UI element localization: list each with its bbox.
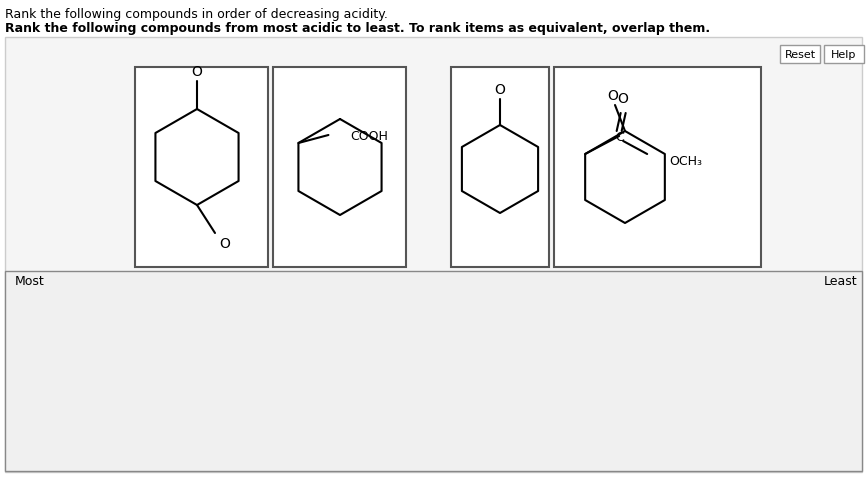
Bar xyxy=(780,46,820,64)
Bar xyxy=(824,46,864,64)
Text: OCH₃: OCH₃ xyxy=(669,154,702,167)
Bar xyxy=(273,68,406,267)
Text: O: O xyxy=(494,83,505,97)
Text: Least: Least xyxy=(824,275,857,288)
Text: Rank the following compounds in order of decreasing acidity.: Rank the following compounds in order of… xyxy=(5,8,388,21)
Text: O: O xyxy=(192,65,202,79)
Bar xyxy=(554,68,761,267)
Text: O: O xyxy=(617,92,629,106)
Bar xyxy=(135,68,268,267)
Text: Help: Help xyxy=(831,50,857,60)
Bar xyxy=(5,271,862,471)
Text: Reset: Reset xyxy=(785,50,816,60)
Text: O: O xyxy=(219,237,231,251)
Text: Rank the following compounds from most acidic to least. To rank items as equival: Rank the following compounds from most a… xyxy=(5,22,710,35)
Text: C: C xyxy=(615,130,623,143)
Bar xyxy=(451,68,549,267)
Text: Most: Most xyxy=(15,275,45,288)
Text: O: O xyxy=(608,89,618,103)
Text: COOH: COOH xyxy=(350,129,388,142)
